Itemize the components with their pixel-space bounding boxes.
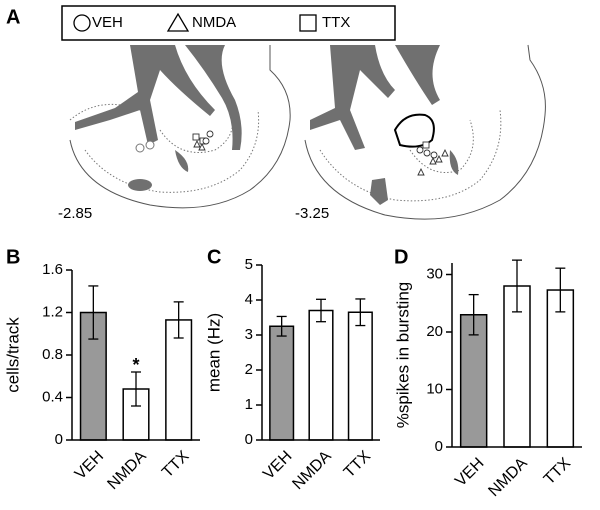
- legend-label: NMDA: [192, 14, 236, 31]
- panel-letter: D: [394, 246, 408, 268]
- y-tick-label: 30: [426, 265, 443, 282]
- bar: [269, 325, 295, 441]
- legend-box: [61, 5, 396, 41]
- y-tick-label: 0.8: [42, 346, 63, 363]
- error-bar: [316, 298, 326, 323]
- section-label: -3.25: [295, 205, 329, 222]
- section-label: -2.85: [58, 205, 92, 222]
- panel-letter: B: [6, 246, 20, 268]
- y-tick-label: 0.4: [42, 388, 63, 405]
- legend-label: TTX: [322, 14, 350, 31]
- significance-marker: *: [132, 355, 139, 375]
- y-tick-label: 3: [245, 326, 253, 343]
- x-tick-label: TTX: [159, 448, 193, 482]
- y-tick-label: 20: [426, 323, 443, 340]
- legend-symbol: [166, 12, 190, 32]
- error-bar: [512, 259, 522, 313]
- x-tick-label: TTX: [541, 455, 575, 489]
- legend-label: VEH: [92, 14, 123, 31]
- bar: [459, 314, 488, 448]
- x-tick-label: VEH: [72, 448, 107, 483]
- y-axis-label: mean (Hz): [204, 313, 223, 392]
- y-tick-label: 1.2: [42, 303, 63, 320]
- x-tick-label: VEH: [260, 448, 295, 483]
- bar: [79, 311, 107, 441]
- bar: [347, 311, 373, 441]
- y-tick-label: 2: [245, 361, 253, 378]
- x-tick-label: NMDA: [104, 448, 150, 494]
- y-tick-label: 10: [426, 380, 443, 397]
- y-tick-label: 5: [245, 256, 253, 273]
- bar: [503, 285, 531, 448]
- brain-section: [304, 44, 546, 220]
- bar: [308, 309, 334, 441]
- y-axis-label: %spikes in bursting: [393, 282, 412, 428]
- legend-symbol: [73, 14, 91, 32]
- error-bar: [88, 285, 99, 340]
- y-axis-label: cells/track: [3, 317, 22, 393]
- x-tick-label: TTX: [341, 448, 375, 482]
- error-bar: [276, 315, 287, 337]
- error-bar: [173, 301, 184, 339]
- x-tick-label: NMDA: [289, 448, 335, 494]
- x-tick-label: VEH: [452, 455, 487, 490]
- panel-letter: A: [6, 6, 20, 28]
- y-tick-label: 0: [435, 438, 443, 455]
- bar: [546, 289, 575, 448]
- y-tick-label: 0: [245, 431, 253, 448]
- error-bar: [131, 371, 141, 407]
- y-tick-label: 1: [245, 396, 253, 413]
- bar: [165, 319, 193, 441]
- y-tick-label: 1.6: [42, 261, 63, 278]
- panel-letter: C: [207, 246, 221, 268]
- y-tick-label: 4: [245, 291, 253, 308]
- error-bar: [355, 298, 366, 327]
- error-bar: [468, 293, 479, 336]
- error-bar: [555, 267, 566, 313]
- x-tick-label: NMDA: [485, 455, 531, 501]
- legend-symbol: [299, 14, 317, 32]
- brain-section: [69, 45, 291, 209]
- y-tick-label: 0: [55, 431, 63, 448]
